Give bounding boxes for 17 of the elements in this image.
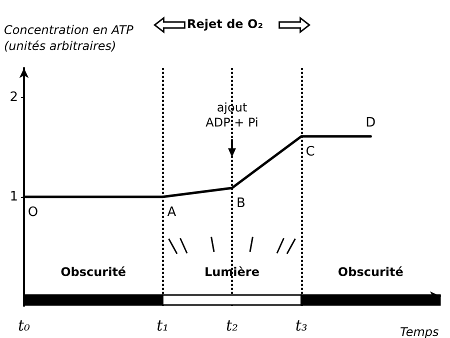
annotation: A: [167, 204, 176, 220]
x-tick-label: t₃: [295, 316, 308, 334]
y-axis-title: Concentration en ATP (unités arbitraires): [4, 23, 134, 53]
annotation: D: [366, 115, 376, 130]
annotation: ajout ADP + Pi: [206, 100, 258, 130]
annotation: C: [306, 144, 315, 160]
text: Rejet de O₂: [187, 17, 263, 31]
y-tick-label: 1: [10, 189, 18, 204]
annotation: Lumière: [204, 265, 260, 280]
x-tick-label: t₂: [226, 316, 238, 334]
x-tick-label: t₀: [18, 316, 30, 334]
annotation: Obscurité: [60, 265, 126, 280]
y-tick-label: 2: [10, 90, 18, 106]
annotation: B: [236, 196, 246, 211]
x-tick-label: t₁: [156, 316, 169, 334]
annotation: O: [28, 204, 38, 220]
annotation: Obscurité: [338, 265, 404, 280]
